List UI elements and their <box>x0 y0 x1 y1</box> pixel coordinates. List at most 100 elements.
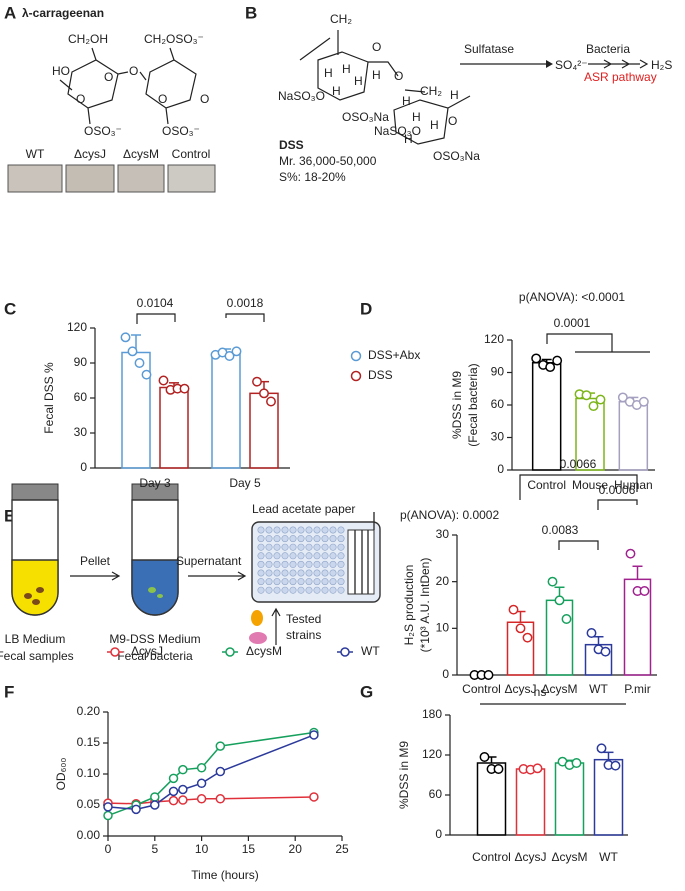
y-tick-label: 0.20 <box>77 704 101 718</box>
enzyme-label: Sulfatase <box>464 42 514 56</box>
y-tick-label: 120 <box>67 320 87 334</box>
y-tick-label: 0 <box>80 460 87 474</box>
well <box>297 526 305 534</box>
well <box>297 535 305 543</box>
data-point <box>479 752 490 762</box>
data-point <box>266 396 276 407</box>
y-tick-label: 60 <box>74 390 88 404</box>
well <box>289 535 297 543</box>
data-point <box>639 586 650 596</box>
fecal-sample <box>32 599 40 605</box>
data-point <box>309 730 319 740</box>
well <box>281 552 289 560</box>
x-tick-label: P.mir <box>624 682 650 696</box>
data-point <box>588 401 599 412</box>
panel-e-diagram: Pellet Supernatant Lead acetate paper LB… <box>0 483 381 663</box>
x-tick-label: Control <box>527 478 566 492</box>
structure-label: O <box>372 40 381 54</box>
data-point <box>103 810 113 821</box>
annotation: 0.0006 <box>599 483 636 497</box>
arrowhead <box>546 60 553 68</box>
x-tick-label: 10 <box>195 842 209 856</box>
well <box>305 578 313 586</box>
well <box>257 552 265 560</box>
paper-strip <box>65 164 115 193</box>
y-axis-label: (*10³ A.U. IntDen) <box>418 558 432 653</box>
well <box>273 578 281 586</box>
paper-label: Lead acetate paper <box>252 502 355 516</box>
panel-label: D <box>360 299 372 318</box>
bar <box>159 386 189 469</box>
well <box>257 526 265 534</box>
annotation: 0.0083 <box>542 523 579 537</box>
legend-marker <box>350 370 362 382</box>
lead-paper <box>347 529 375 595</box>
well <box>281 569 289 577</box>
x-tick-label: WT <box>589 682 608 696</box>
well <box>265 543 273 551</box>
structure-label: HO <box>52 64 70 78</box>
x-tick-label: Control <box>462 682 501 696</box>
tube-label: LB Medium <box>5 632 66 646</box>
chart-title: p(ANOVA): 0.0002 <box>400 508 499 522</box>
well <box>265 586 273 594</box>
step-label: Pellet <box>80 554 111 568</box>
data-point <box>625 548 636 559</box>
tube-cap <box>11 483 59 501</box>
well <box>313 526 321 534</box>
data-point <box>179 383 190 394</box>
tube-medium <box>131 559 179 616</box>
x-tick-label: 20 <box>289 842 303 856</box>
well <box>273 552 281 560</box>
well <box>321 569 329 577</box>
bar <box>618 401 649 471</box>
data-point <box>522 632 533 643</box>
x-tick-label: Day 5 <box>229 476 261 490</box>
significance-bracket <box>136 313 265 324</box>
arrow <box>271 607 281 645</box>
panel-label: E <box>4 506 15 525</box>
well <box>305 560 313 568</box>
y-tick-label: 0 <box>442 667 449 681</box>
y-tick-label: 0.00 <box>77 828 101 842</box>
y-axis-label: Fecal DSS % <box>42 362 56 434</box>
y-axis-label: OD₆₀₀ <box>54 758 68 791</box>
data-point <box>215 766 226 777</box>
data-point <box>515 623 526 634</box>
y-axis-label: (Fecal bacteria) <box>466 363 480 446</box>
tube-label: M9-DSS Medium <box>109 632 200 646</box>
data-point <box>196 794 207 804</box>
well <box>321 526 329 534</box>
well <box>297 569 305 577</box>
x-tick-label: Control <box>472 850 511 864</box>
y-tick-label: 30 <box>436 527 450 541</box>
data-point <box>158 375 169 386</box>
structure-label: NaSO₃O <box>374 124 421 138</box>
well <box>297 578 305 586</box>
x-tick-label: ΔcysM <box>541 682 577 696</box>
well <box>281 526 289 534</box>
well <box>321 535 329 543</box>
data-point <box>600 646 611 657</box>
x-tick-label: Human <box>614 478 653 492</box>
panel-b: CH₂ CH₂ NaSO₃O OSO₃Na NaSO₃O OSO₃Na O O … <box>278 12 672 184</box>
y-tick-label: 30 <box>74 425 88 439</box>
paper-strip <box>167 164 216 193</box>
structure-label: OSO₃Na <box>433 149 480 163</box>
legend-marker <box>350 350 362 362</box>
well <box>257 543 265 551</box>
y-tick-label: 60 <box>491 397 505 411</box>
paper-stripes <box>354 512 375 594</box>
legend-marker <box>225 647 235 657</box>
well <box>337 543 345 551</box>
data-point <box>610 760 621 771</box>
well <box>329 578 337 586</box>
data-point <box>120 332 131 343</box>
panel-label: C <box>4 299 16 318</box>
pathway-label: ASR pathway <box>584 70 657 84</box>
bar <box>554 762 585 836</box>
data-point <box>103 802 113 812</box>
strip-label: WT <box>26 147 45 161</box>
well <box>289 586 297 594</box>
well <box>313 552 321 560</box>
